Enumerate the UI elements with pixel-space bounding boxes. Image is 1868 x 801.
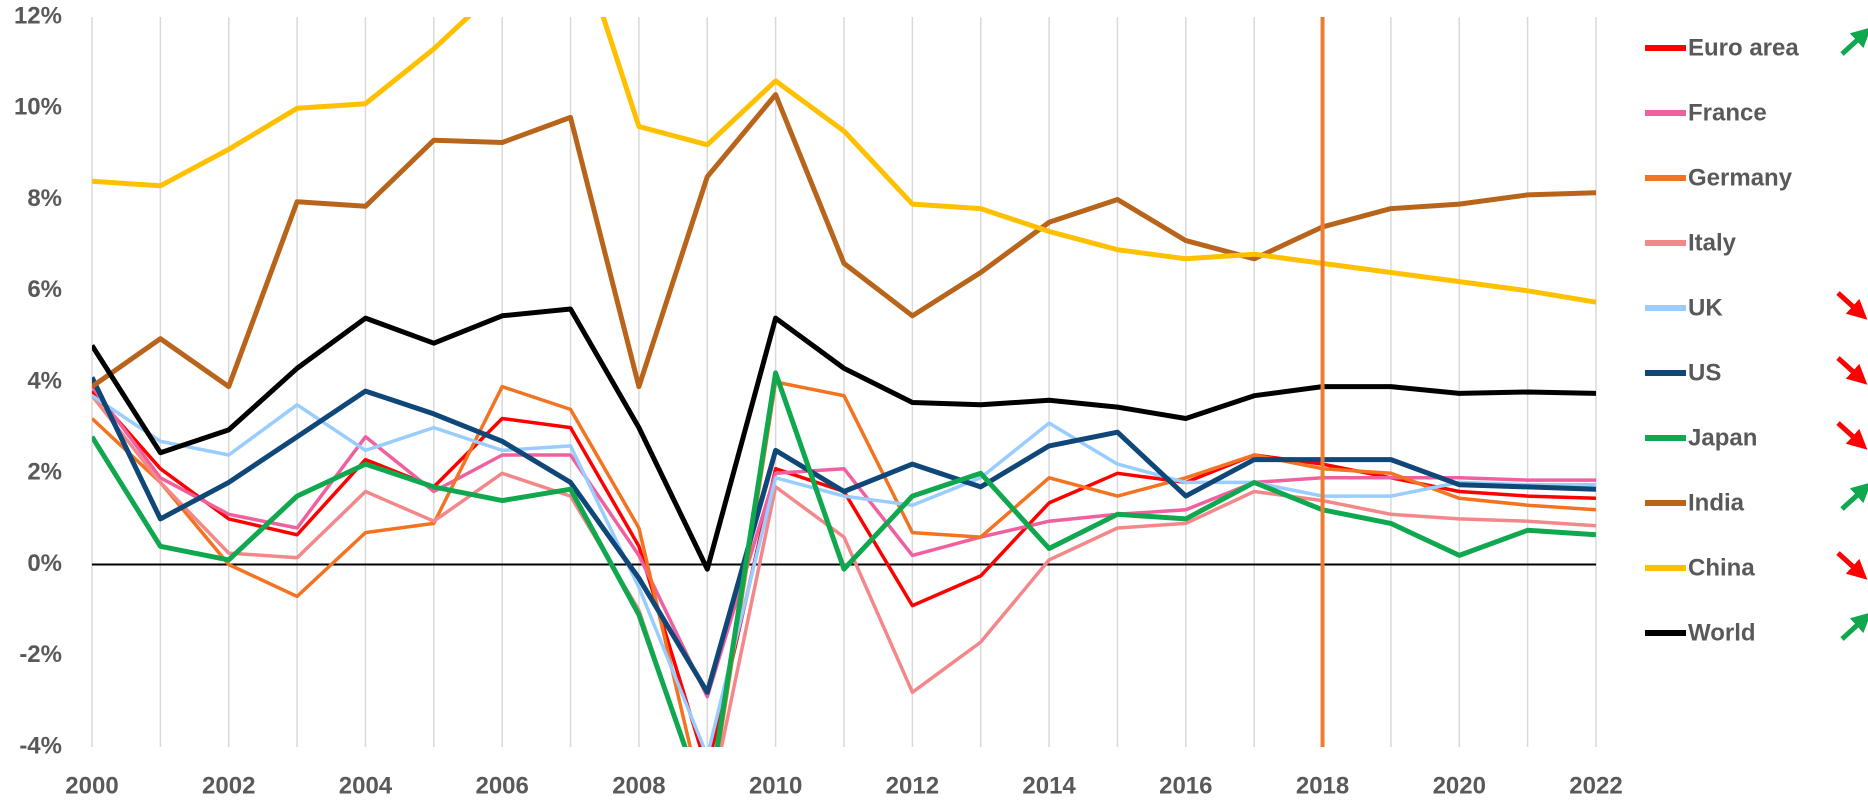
series-line: [92, 370, 1596, 747]
legend-label: Germany: [1688, 164, 1793, 191]
y-tick-label: 8%: [27, 185, 62, 212]
arrow-down: [1836, 421, 1868, 450]
x-tick-label: 2020: [1433, 772, 1486, 799]
legend-label: Euro area: [1688, 34, 1799, 61]
arrow-up: [1840, 482, 1868, 511]
x-tick-label: 2006: [475, 772, 528, 799]
y-tick-label: -2%: [19, 641, 62, 668]
y-tick-label: 4%: [27, 367, 62, 394]
y-tick-label: 0%: [27, 550, 62, 577]
legend-label: World: [1688, 619, 1756, 646]
legend-label: Italy: [1688, 229, 1737, 256]
y-tick-label: 10%: [14, 94, 62, 121]
series-line: [92, 306, 1596, 572]
legend-label: India: [1688, 489, 1745, 516]
x-tick-label: 2004: [339, 772, 393, 799]
plot-area: [92, 17, 1596, 747]
legend-label: UK: [1688, 294, 1723, 321]
trend-arrows: [1836, 27, 1868, 641]
legend-label: France: [1688, 99, 1767, 126]
legend-label: US: [1688, 359, 1721, 386]
x-tick-label: 2008: [612, 772, 665, 799]
series-line: [92, 17, 1596, 305]
x-tick-label: 2014: [1022, 772, 1076, 799]
x-tick-label: 2018: [1296, 772, 1349, 799]
arrow-down: [1836, 551, 1868, 580]
series-line: [92, 380, 1596, 747]
y-tick-label: 12%: [14, 2, 62, 29]
legend-label: Japan: [1688, 424, 1757, 451]
series-line: [92, 394, 1596, 747]
arrow-down: [1836, 356, 1868, 385]
x-tick-label: 2016: [1159, 772, 1212, 799]
arrow-up: [1840, 27, 1868, 56]
x-tick-label: 2022: [1569, 772, 1622, 799]
series-line: [92, 385, 1596, 699]
y-tick-label: -4%: [19, 732, 62, 759]
x-tick-label: 2012: [886, 772, 939, 799]
series-line: [92, 376, 1596, 695]
arrow-down: [1836, 291, 1868, 320]
x-tick-label: 2000: [65, 772, 118, 799]
series-line: [92, 394, 1596, 747]
series-line: [92, 92, 1596, 390]
legend-label: China: [1688, 554, 1755, 581]
x-tick-label: 2002: [202, 772, 255, 799]
arrow-up: [1840, 612, 1868, 641]
x-tick-label: 2010: [749, 772, 802, 799]
y-tick-label: 6%: [27, 276, 62, 303]
y-tick-label: 2%: [27, 459, 62, 486]
